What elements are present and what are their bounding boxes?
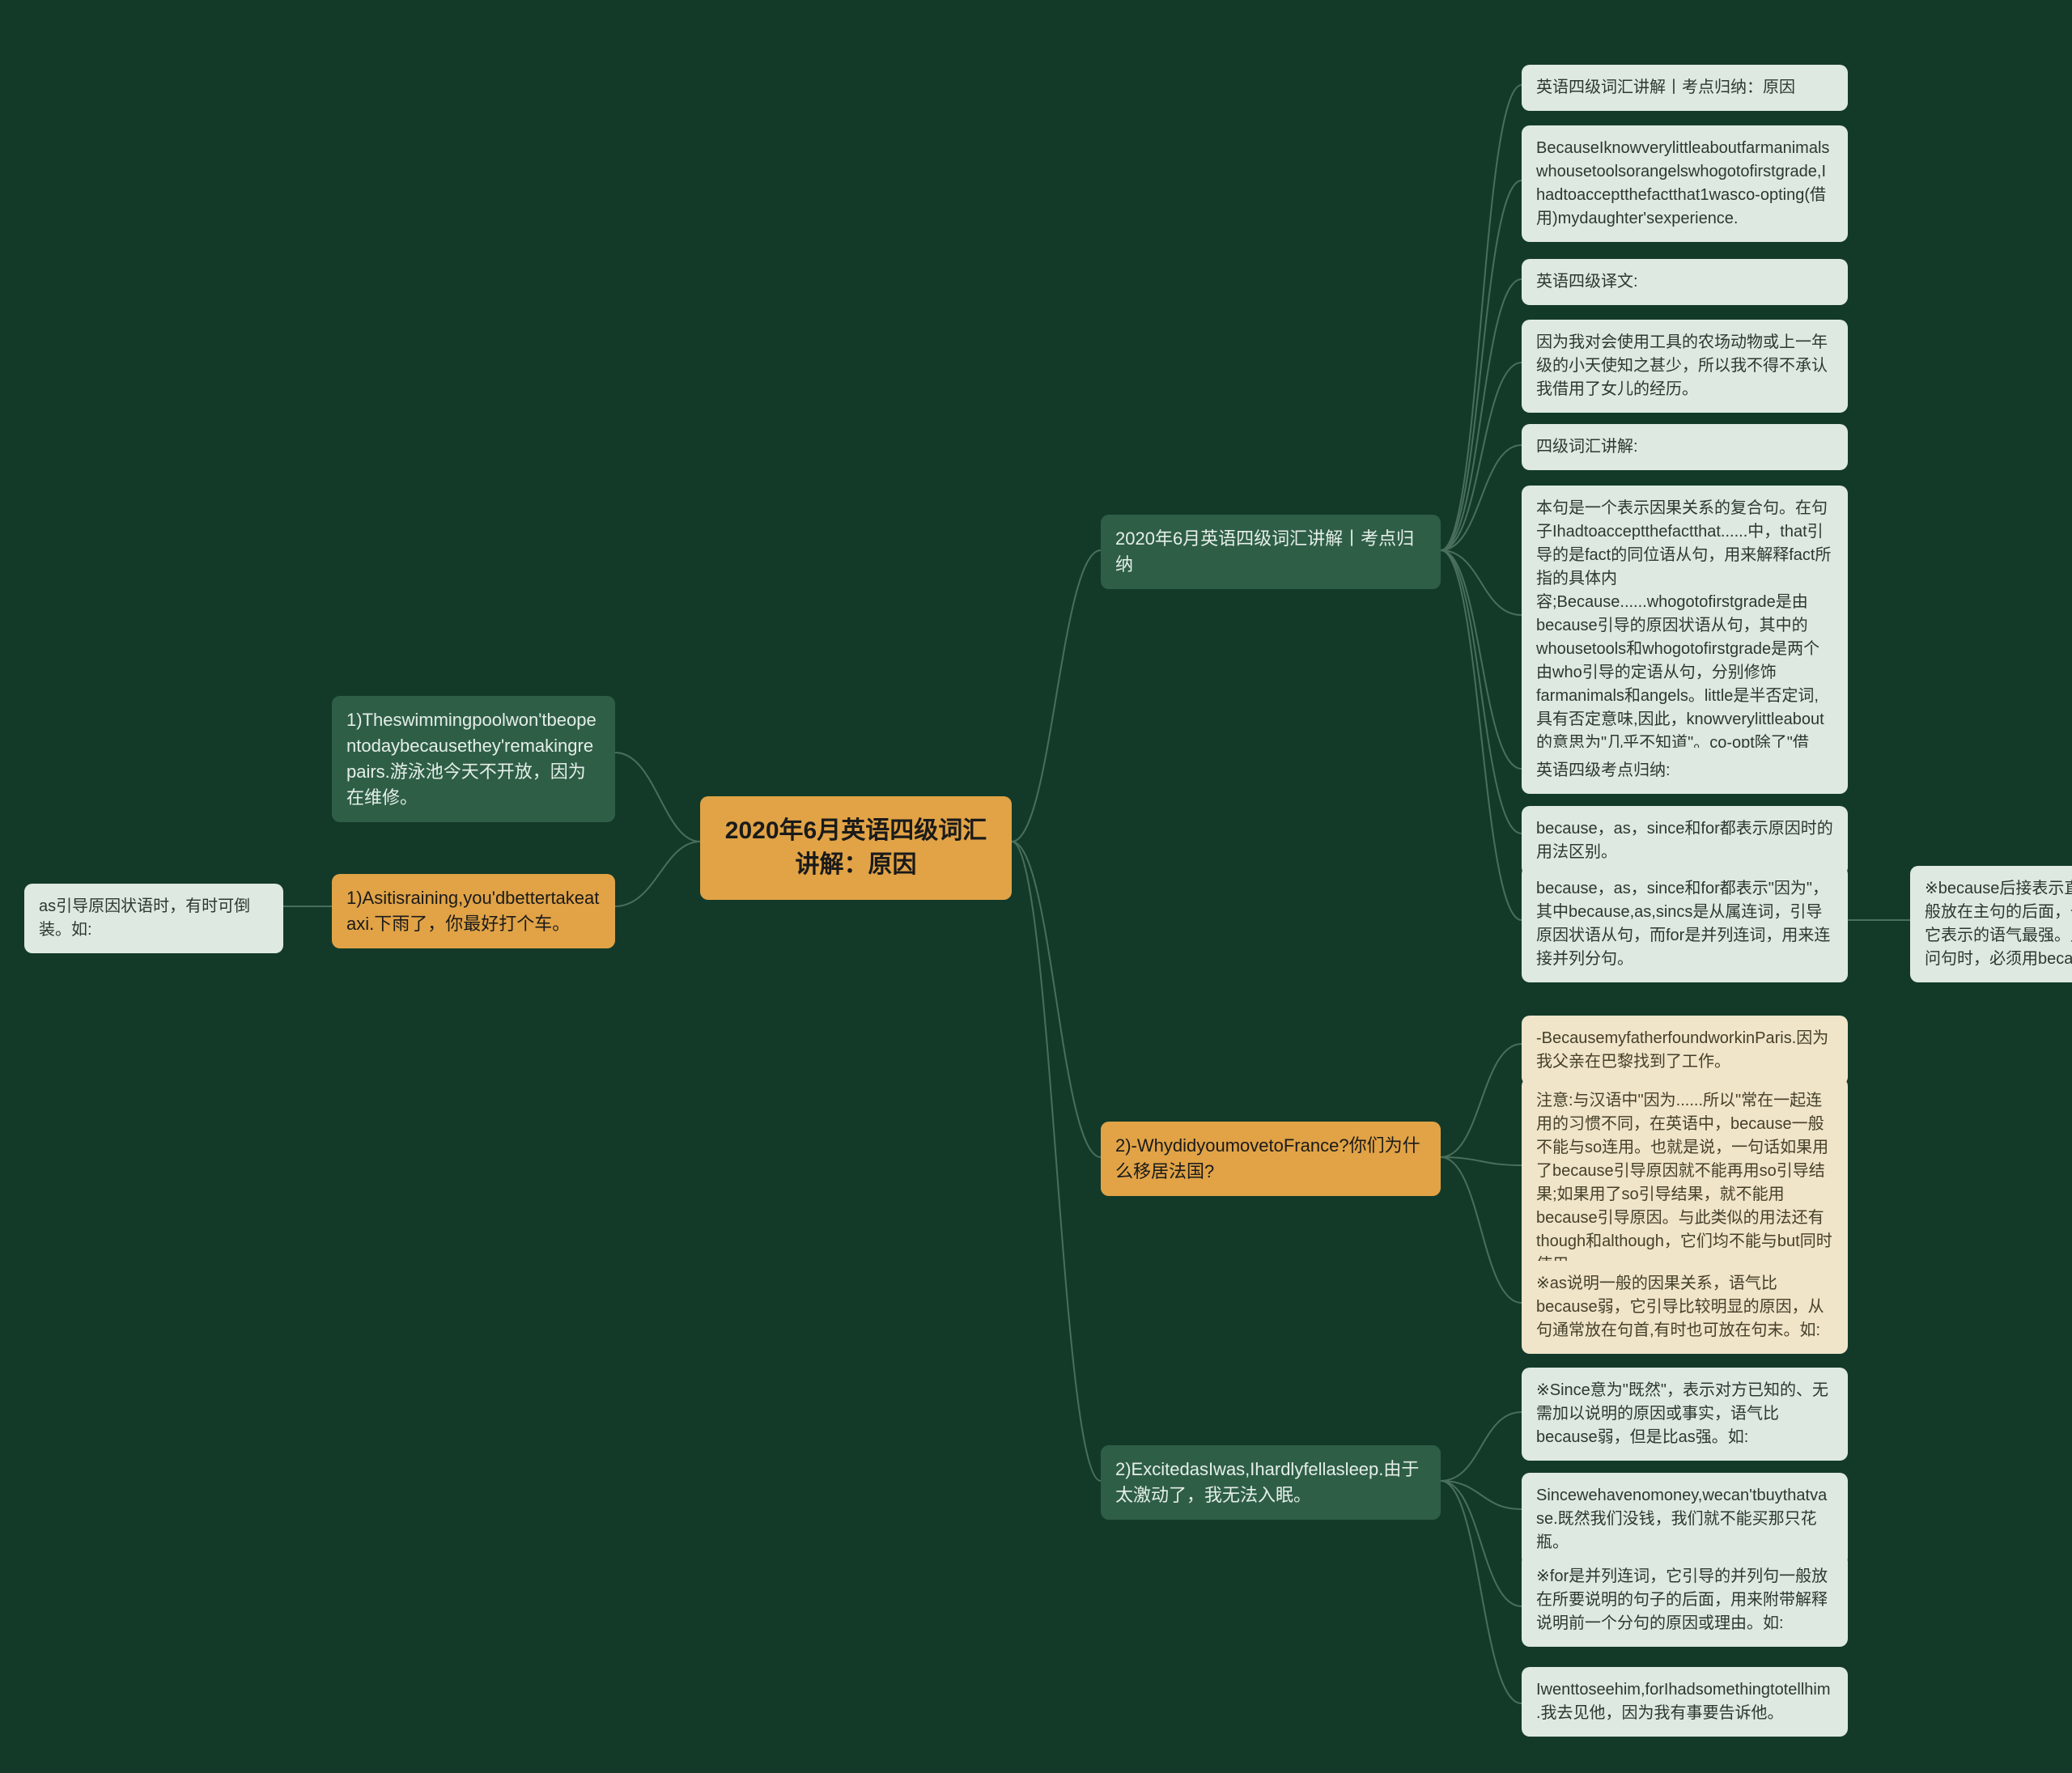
r1-branch: 2020年6月英语四级词汇讲解丨考点归纳 [1101, 515, 1441, 589]
r3-c2: ※for是并列连词，它引导的并列句一般放在所要说明的句子的后面，用来附带解释说明… [1522, 1554, 1848, 1647]
r2-c1: 注意:与汉语中"因为......所以"常在一起连用的习惯不同，在英语中，beca… [1522, 1078, 1848, 1288]
r2-c2: ※as说明一般的因果关系，语气比because弱，它引导比较明显的原因，从句通常… [1522, 1261, 1848, 1354]
r3-c3: Iwenttoseehim,forIhadsomethingtotellhim.… [1522, 1667, 1848, 1737]
r1-c6: 英语四级考点归纳: [1522, 748, 1848, 794]
center-title-line1: 2020年6月英语四级词汇 [725, 817, 987, 844]
r1-c8: because，as，since和for都表示"因为"，其中because,as… [1522, 866, 1848, 982]
r3-c0: ※Since意为"既然"，表示对方已知的、无需加以说明的原因或事实，语气比bec… [1522, 1368, 1848, 1461]
r1-c5: 本句是一个表示因果关系的复合句。在句子Ihadtoacceptthefactth… [1522, 486, 1848, 790]
r1-c3: 因为我对会使用工具的农场动物或上一年级的小天使知之甚少，所以我不得不承认我借用了… [1522, 320, 1848, 413]
left-branch-pool: 1)Theswimmingpoolwon'tbeopentodaybecause… [332, 696, 615, 822]
r1-c2: 英语四级译文: [1522, 259, 1848, 305]
center-title-line2: 讲解：原因 [796, 851, 917, 878]
r1-c0: 英语四级词汇讲解丨考点归纳：原因 [1522, 65, 1848, 111]
r1-c1: BecauseIknowverylittleaboutfarmanimalswh… [1522, 125, 1848, 242]
left-leaf-as-inversion: as引导原因状语时，有时可倒装。如: [24, 884, 283, 953]
r1-c8-right: ※because后接表示直接原因的从句，一般放在主句的后面，也可放在主句前面，它… [1910, 866, 2072, 982]
left-branch-rain: 1)Asitisraining,you'dbettertakeataxi.下雨了… [332, 874, 615, 948]
r1-c4: 四级词汇讲解: [1522, 424, 1848, 470]
r2-c0: -BecausemyfatherfoundworkinParis.因为我父亲在巴… [1522, 1016, 1848, 1085]
r3-c1: Sincewehavenomoney,wecan'tbuythatvase.既然… [1522, 1473, 1848, 1566]
r2-branch: 2)-WhydidyoumovetoFrance?你们为什么移居法国? [1101, 1122, 1441, 1196]
center-node: 2020年6月英语四级词汇 讲解：原因 [700, 796, 1012, 900]
r3-branch: 2)ExcitedasIwas,Ihardlyfellasleep.由于太激动了… [1101, 1445, 1441, 1520]
